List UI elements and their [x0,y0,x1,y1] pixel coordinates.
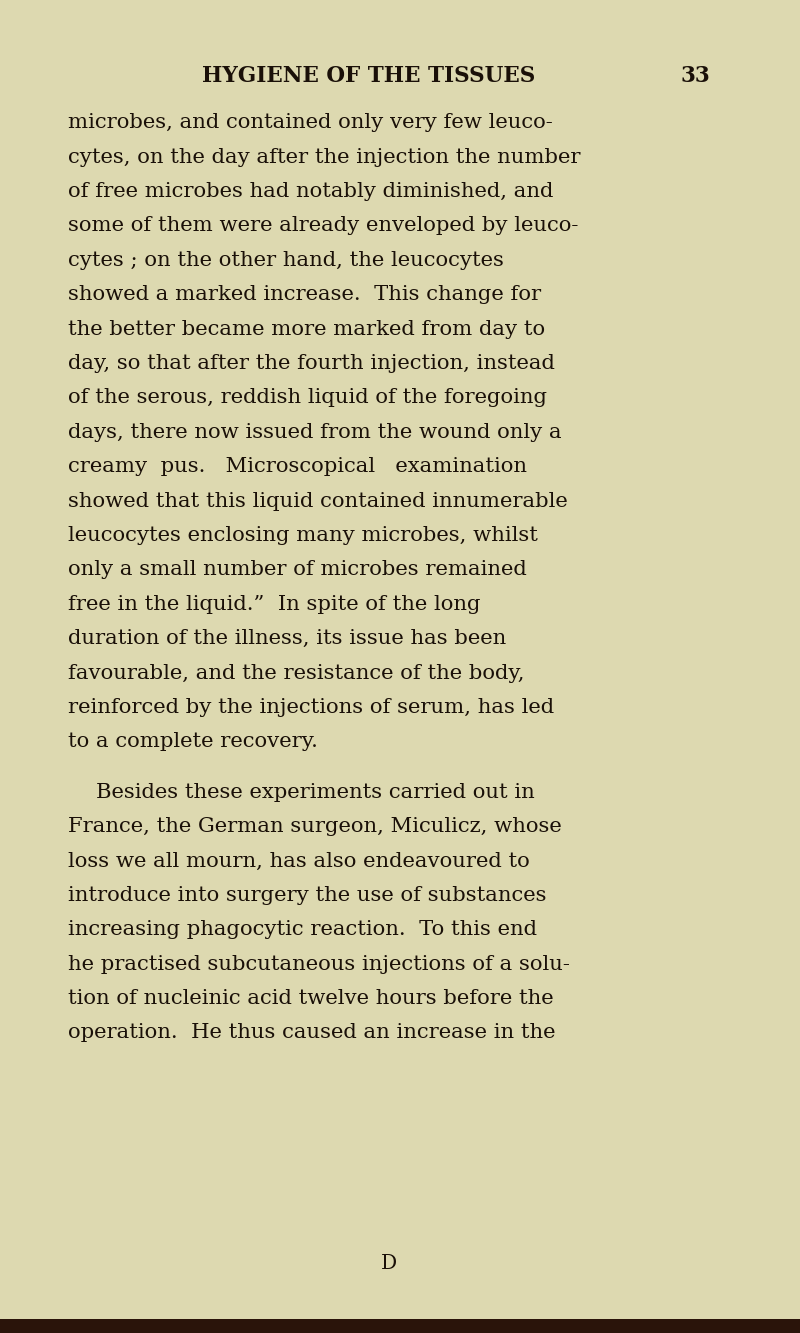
Text: reinforced by the injections of serum, has led: reinforced by the injections of serum, h… [68,698,554,717]
Text: some of them were already enveloped by leuco-: some of them were already enveloped by l… [68,216,578,236]
Text: D: D [381,1254,397,1273]
Text: Besides these experiments carried out in: Besides these experiments carried out in [96,782,534,801]
Text: of free microbes had notably diminished, and: of free microbes had notably diminished,… [68,183,554,201]
Text: loss we all mourn, has also endeavoured to: loss we all mourn, has also endeavoured … [68,852,530,870]
Text: to a complete recovery.: to a complete recovery. [68,732,318,752]
Text: favourable, and the resistance of the body,: favourable, and the resistance of the bo… [68,664,525,682]
Text: leucocytes enclosing many microbes, whilst: leucocytes enclosing many microbes, whil… [68,527,538,545]
Text: increasing phagocytic reaction.  To this end: increasing phagocytic reaction. To this … [68,920,537,940]
Text: only a small number of microbes remained: only a small number of microbes remained [68,560,526,580]
Text: creamy  pus.   Microscopical   examination: creamy pus. Microscopical examination [68,457,527,476]
Text: free in the liquid.”  In spite of the long: free in the liquid.” In spite of the lon… [68,595,481,613]
Text: introduce into surgery the use of substances: introduce into surgery the use of substa… [68,886,546,905]
Text: days, there now issued from the wound only a: days, there now issued from the wound on… [68,423,562,441]
Text: of the serous, reddish liquid of the foregoing: of the serous, reddish liquid of the for… [68,388,547,408]
Text: the better became more marked from day to: the better became more marked from day t… [68,320,545,339]
Text: he practised subcutaneous injections of a solu-: he practised subcutaneous injections of … [68,954,570,973]
Text: duration of the illness, its issue has been: duration of the illness, its issue has b… [68,629,506,648]
Text: HYGIENE OF THE TISSUES: HYGIENE OF THE TISSUES [202,65,536,88]
Text: tion of nucleinic acid twelve hours before the: tion of nucleinic acid twelve hours befo… [68,989,554,1008]
Text: operation.  He thus caused an increase in the: operation. He thus caused an increase in… [68,1024,555,1042]
Text: cytes, on the day after the injection the number: cytes, on the day after the injection th… [68,148,581,167]
Text: 33: 33 [680,65,710,88]
Text: microbes, and contained only very few leuco-: microbes, and contained only very few le… [68,113,553,132]
Text: France, the German surgeon, Miculicz, whose: France, the German surgeon, Miculicz, wh… [68,817,562,836]
Text: day, so that after the fourth injection, instead: day, so that after the fourth injection,… [68,355,555,373]
Text: showed a marked increase.  This change for: showed a marked increase. This change fo… [68,285,541,304]
Text: cytes ; on the other hand, the leucocytes: cytes ; on the other hand, the leucocyte… [68,251,504,269]
Bar [0,1318,800,1333]
Text: showed that this liquid contained innumerable: showed that this liquid contained innume… [68,492,568,511]
